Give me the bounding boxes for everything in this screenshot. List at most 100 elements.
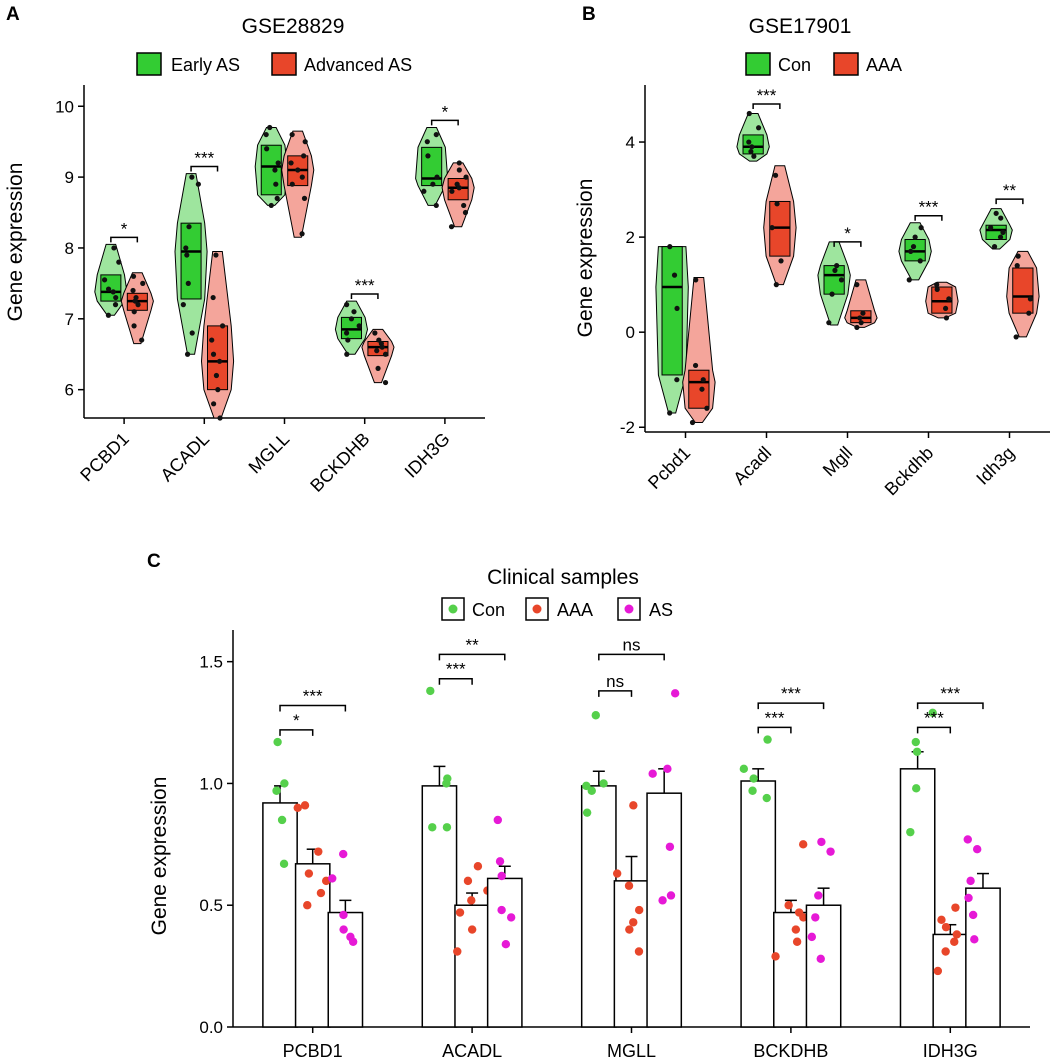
c-point-as-idh3g bbox=[970, 935, 979, 944]
legend-label-c-as: AS bbox=[649, 600, 673, 620]
c-point-as-bckdhb bbox=[811, 913, 820, 922]
c-sig-label-pcbd1: * bbox=[293, 711, 300, 730]
panel-b-ylabel: Gene expression bbox=[574, 179, 597, 338]
c-point-aaa-acadl bbox=[455, 908, 465, 917]
c-bar-con-idh3g bbox=[899, 768, 936, 1028]
c-point-aaa-idh3g bbox=[937, 915, 946, 925]
b-point-aaa-pcbd1 bbox=[704, 405, 710, 411]
a-point-early-as-pcbd1 bbox=[101, 277, 108, 283]
panel-a-ylabel: Gene expression bbox=[4, 163, 27, 322]
b-point-con-pcbd1 bbox=[674, 305, 680, 312]
a-point-early-as-acadl bbox=[195, 181, 201, 187]
c-xtick-label-bckdhb: BCKDHB bbox=[753, 1041, 828, 1061]
c-point-as-acadl bbox=[506, 913, 516, 922]
a-point-advanced-as-idh3g bbox=[449, 188, 455, 194]
c-point-as-idh3g bbox=[963, 835, 972, 844]
c-point-as-bckdhb bbox=[816, 954, 825, 964]
c-point-aaa-bckdhb bbox=[771, 952, 780, 961]
a-point-advanced-as-bckdhb bbox=[372, 330, 378, 336]
a-point-advanced-as-bckdhb bbox=[374, 348, 380, 354]
c-point-as-acadl bbox=[495, 857, 505, 866]
a-point-early-as-acadl bbox=[180, 302, 186, 308]
b-point-aaa-idh3g bbox=[1013, 334, 1019, 340]
c-point-aaa-bckdhb bbox=[792, 937, 802, 946]
a-point-advanced-as-idh3g bbox=[462, 209, 469, 216]
a-point-early-as-idh3g bbox=[433, 131, 439, 138]
c-point-as-idh3g bbox=[966, 876, 975, 886]
a-point-advanced-as-bckdhb bbox=[375, 365, 381, 372]
a-ytick-label-8: 8 bbox=[65, 239, 74, 258]
a-sig-label-bckdhb: *** bbox=[355, 276, 375, 295]
c-sig-bracket-mgll bbox=[598, 653, 665, 661]
c-ytick-label-1-0: 1.0 bbox=[199, 774, 223, 793]
b-point-con-pcbd1 bbox=[667, 244, 673, 250]
a-point-early-as-bckdhb bbox=[356, 323, 362, 329]
b-sig-label-idh3g: ** bbox=[1003, 181, 1017, 200]
b-point-aaa-mgll bbox=[854, 282, 860, 288]
c-sig-label-bckdhb: *** bbox=[781, 684, 801, 703]
c-sig-bracket-acadl bbox=[438, 677, 473, 685]
a-point-advanced-as-mgll bbox=[289, 131, 295, 138]
b-point-con-acadl bbox=[756, 125, 762, 131]
a-point-advanced-as-acadl bbox=[211, 401, 217, 407]
b-point-con-bckdhb bbox=[910, 244, 917, 250]
a-point-early-as-idh3g bbox=[434, 174, 440, 180]
legend-label-early-as: Early AS bbox=[171, 55, 240, 75]
c-point-as-bckdhb bbox=[807, 932, 817, 942]
c-sig-label-idh3g: *** bbox=[940, 684, 960, 703]
legend-swatch-aaa bbox=[833, 52, 859, 76]
b-point-aaa-mgll bbox=[854, 324, 860, 331]
c-point-con-bckdhb bbox=[739, 764, 749, 774]
b-ytick-label-4: 4 bbox=[626, 133, 635, 152]
c-point-con-pcbd1 bbox=[273, 737, 282, 747]
b-point-con-mgll bbox=[834, 263, 840, 269]
a-box-early-as-mgll bbox=[260, 144, 282, 196]
c-point-con-pcbd1 bbox=[272, 786, 281, 795]
c-bar-aaa-pcbd1 bbox=[294, 863, 331, 1028]
c-point-as-mgll bbox=[648, 769, 657, 778]
a-point-advanced-as-idh3g bbox=[463, 174, 469, 180]
panel-c-legend: Con AAA AS bbox=[441, 597, 673, 621]
c-point-aaa-acadl bbox=[453, 947, 462, 956]
panel-b-title: GSE17901 bbox=[749, 15, 852, 38]
a-point-early-as-mgll bbox=[263, 131, 269, 138]
a-point-advanced-as-acadl bbox=[219, 323, 226, 329]
c-point-as-pcbd1 bbox=[348, 937, 358, 946]
c-point-as-idh3g bbox=[968, 910, 978, 920]
c-bar-as-acadl bbox=[486, 877, 523, 1028]
c-sig-bracket-bckdhb bbox=[757, 702, 825, 710]
c-point-con-acadl bbox=[428, 823, 437, 832]
a-xtick-label-acadl: ACADL bbox=[157, 429, 214, 486]
a-point-advanced-as-mgll bbox=[289, 181, 295, 187]
c-point-con-idh3g bbox=[928, 708, 937, 718]
b-point-aaa-bckdhb bbox=[934, 282, 940, 288]
a-point-early-as-mgll bbox=[273, 181, 279, 187]
legend-swatch-early-as bbox=[136, 52, 162, 76]
a-point-advanced-as-mgll bbox=[299, 231, 305, 237]
b-point-aaa-pcbd1 bbox=[693, 277, 699, 283]
c-point-as-mgll bbox=[658, 896, 667, 905]
c-point-aaa-mgll bbox=[612, 869, 622, 878]
c-sig-bracket-pcbd1 bbox=[279, 704, 347, 712]
a-point-advanced-as-acadl bbox=[210, 294, 216, 301]
b-point-con-bckdhb bbox=[917, 258, 923, 264]
b-point-aaa-acadl bbox=[778, 258, 784, 264]
b-point-con-acadl bbox=[748, 148, 754, 155]
c-point-as-mgll bbox=[666, 891, 676, 900]
c-point-as-idh3g bbox=[964, 893, 973, 903]
b-point-con-bckdhb bbox=[906, 277, 912, 283]
c-xtick-label-acadl: ACADL bbox=[442, 1041, 502, 1061]
a-xtick-label-idh3g: IDH3G bbox=[401, 429, 454, 482]
c-bar-con-bckdhb bbox=[740, 780, 777, 1028]
c-point-aaa-acadl bbox=[473, 862, 483, 871]
b-point-con-pcbd1 bbox=[674, 377, 680, 383]
a-sig-bracket-acadl bbox=[190, 165, 219, 172]
a-point-advanced-as-acadl bbox=[209, 337, 215, 343]
c-sig-bracket-mgll bbox=[598, 690, 633, 697]
a-point-early-as-idh3g bbox=[433, 202, 439, 209]
c-point-aaa-pcbd1 bbox=[303, 901, 312, 910]
b-xtick-label-bckdhb: Bckdhb bbox=[881, 443, 938, 500]
a-point-advanced-as-acadl bbox=[216, 358, 223, 364]
b-sig-label-mgll: * bbox=[844, 224, 851, 243]
panel-b-label: B bbox=[582, 4, 596, 25]
